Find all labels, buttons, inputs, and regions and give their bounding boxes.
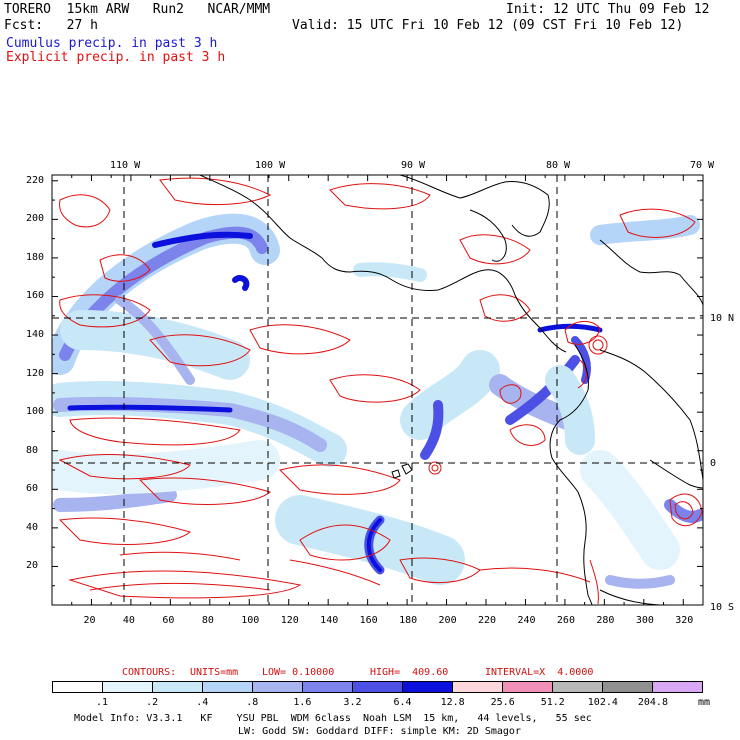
x-tick-label: 20 [83,615,96,626]
colorbar-label: 25.6 [490,697,515,708]
colorbar-swatch [253,682,303,692]
lon-label-100w: 100 W [255,160,286,171]
x-tick-label: 60 [162,615,175,626]
colorbar-swatch [553,682,603,692]
explicit-precip-contours [58,177,703,605]
lat-label-10n: 10 N [710,313,735,324]
model-physics: LW: Godd SW: Goddard DIFF: simple KM: 2D… [238,726,521,737]
contour-label: CONTOURS: [122,667,177,678]
contour-units: UNITS=mm [190,667,239,678]
colorbar-label: .4 [196,697,209,708]
forecast-hour: Fcst: 27 h [4,18,98,33]
colorbar-label: .8 [246,697,259,708]
colorbar-swatch [353,682,403,692]
y-tick-label: 100 [26,406,45,418]
x-tick-label: 200 [438,615,457,626]
colorbar-swatch [153,682,203,692]
contour-high: HIGH= 409.60 [370,667,449,678]
x-tick-label: 120 [280,615,299,626]
y-tick-label: 40 [26,521,39,533]
coastlines [199,175,703,605]
y-tick-label: 20 [26,560,39,572]
colorbar-swatch [453,682,503,692]
x-tick-label: 140 [320,615,339,626]
y-tick-label: 200 [26,213,45,225]
y-tick-label: 60 [26,483,39,495]
colorbar-swatch [53,682,103,692]
model-info: Model Info: V3.3.1 KF YSU PBL WDM 6class… [74,713,592,724]
colorbar-label: 6.4 [393,697,412,708]
x-tick-label: 100 [241,615,260,626]
lon-label-80w: 80 W [546,160,571,171]
x-tick-label: 40 [122,615,135,626]
x-tick-label: 260 [556,615,575,626]
colorbar-swatch [503,682,553,692]
lon-label-90w: 90 W [401,160,426,171]
x-tick-label: 280 [596,615,615,626]
y-tick-label: 160 [26,290,45,302]
x-tick-label: 80 [201,615,214,626]
colorbar-label: 51.2 [540,697,565,708]
y-tick-label: 120 [26,367,45,379]
colorbar-label: 1.6 [293,697,312,708]
colorbar-label: 12.8 [440,697,465,708]
y-tick-label: 220 [26,174,45,186]
cumulus-precip-label: Cumulus precip. in past 3 h [6,36,218,51]
x-tick-label: 300 [635,615,654,626]
y-tick-label: 140 [26,329,45,341]
lat-label-0: 0 [710,458,717,469]
y-tick-label: 180 [26,251,45,263]
lon-label-110w: 110 W [110,160,141,171]
lon-label-70w: 70 W [690,160,715,171]
x-tick-label: 320 [675,615,694,626]
contour-low: LOW= 0.10000 [262,667,335,678]
precip-colorbar [52,681,703,693]
contour-interval: INTERVAL=X 4.0000 [485,667,594,678]
x-tick-label: 180 [399,615,418,626]
colorbar-swatch [403,682,453,692]
colorbar-label: .2 [146,697,159,708]
legend-unit: mm [698,697,711,708]
colorbar-swatch [103,682,153,692]
x-tick-label: 220 [478,615,497,626]
colorbar-swatch [653,682,702,692]
x-tick-label: 160 [359,615,378,626]
colorbar-swatch [203,682,253,692]
model-title: TORERO 15km ARW Run2 NCAR/MMM [4,2,271,17]
x-tick-label: 240 [517,615,536,626]
colorbar-swatch [303,682,353,692]
y-tick-label: 80 [26,444,39,456]
valid-time: Valid: 15 UTC Fri 10 Feb 12 (09 CST Fri … [292,18,684,33]
lat-lon-grid [52,175,703,605]
lat-label-10s: 10 S [710,602,735,613]
colorbar-label: 3.2 [343,697,362,708]
explicit-precip-label: Explicit precip. in past 3 h [6,50,226,65]
colorbar-label: 102.4 [587,697,618,708]
axis-ticks [52,175,704,605]
init-time: Init: 12 UTC Thu 09 Feb 12 [506,2,710,17]
colorbar-swatch [603,682,653,692]
colorbar-label: 204.8 [637,697,668,708]
colorbar-label: .1 [96,697,109,708]
